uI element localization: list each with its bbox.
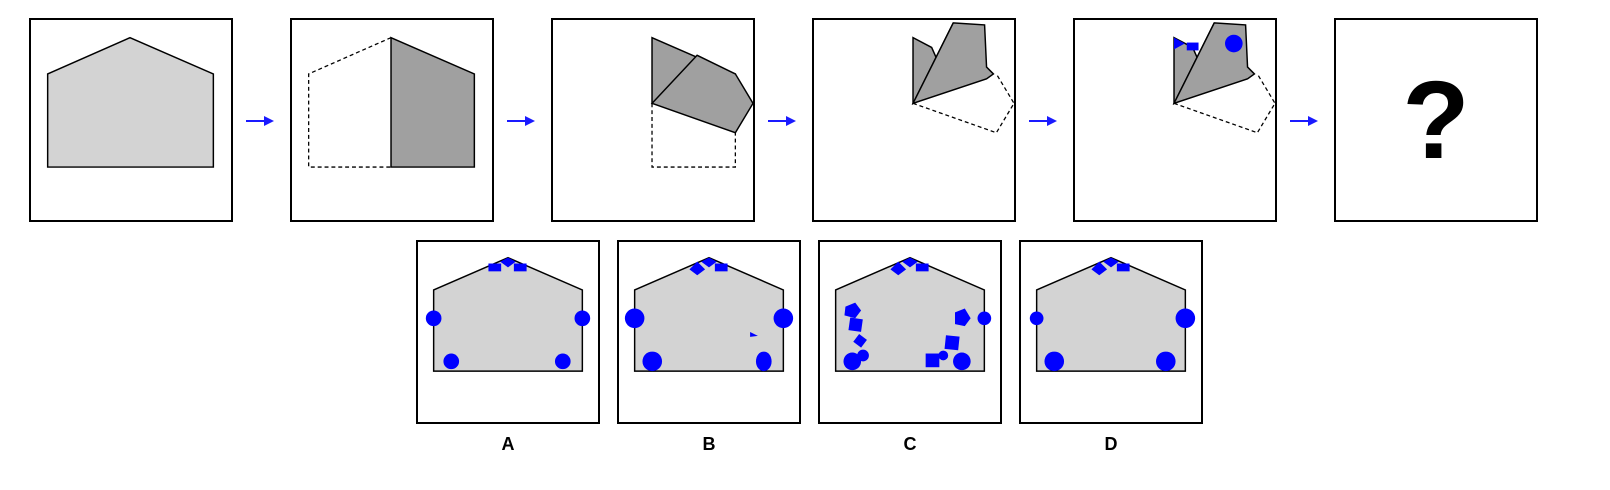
step-1-panel bbox=[29, 18, 233, 222]
option-d-panel[interactable] bbox=[1019, 240, 1203, 424]
step-4-third-fold bbox=[911, 22, 1014, 134]
option-b-label[interactable]: B bbox=[702, 434, 716, 454]
step-2-vertical-fold bbox=[308, 36, 476, 168]
arrow-icon bbox=[1029, 116, 1057, 126]
option-b-unfolded-paper bbox=[624, 256, 794, 372]
step-5-punched-holes bbox=[1172, 22, 1275, 134]
arrow-icon bbox=[507, 116, 535, 126]
option-d-unfolded-paper bbox=[1029, 256, 1196, 372]
arrow-icon bbox=[1290, 116, 1318, 126]
arrow-icon bbox=[768, 116, 796, 126]
arrow-icon bbox=[246, 116, 274, 126]
option-a-label[interactable]: A bbox=[501, 434, 515, 454]
step-3-panel bbox=[551, 18, 755, 222]
step-4-panel bbox=[812, 18, 1016, 222]
answer-placeholder-panel: ? bbox=[1334, 18, 1538, 222]
circle-hole-icon bbox=[1225, 34, 1243, 53]
question-mark: ? bbox=[1402, 58, 1470, 182]
step-2-panel bbox=[290, 18, 494, 222]
step-3-diagonal-fold bbox=[650, 36, 753, 168]
step-5-panel bbox=[1073, 18, 1277, 222]
option-a-unfolded-paper bbox=[425, 256, 591, 372]
triangle-hole-icon bbox=[1174, 37, 1185, 50]
square-hole-icon bbox=[1186, 42, 1199, 51]
option-a-panel[interactable] bbox=[416, 240, 600, 424]
option-b-panel[interactable] bbox=[617, 240, 801, 424]
option-c-unfolded-paper bbox=[834, 256, 992, 372]
option-d-label[interactable]: D bbox=[1104, 434, 1118, 454]
step-1-unfolded-paper bbox=[46, 36, 215, 168]
option-c-label[interactable]: C bbox=[903, 434, 917, 454]
option-c-panel[interactable] bbox=[818, 240, 1002, 424]
